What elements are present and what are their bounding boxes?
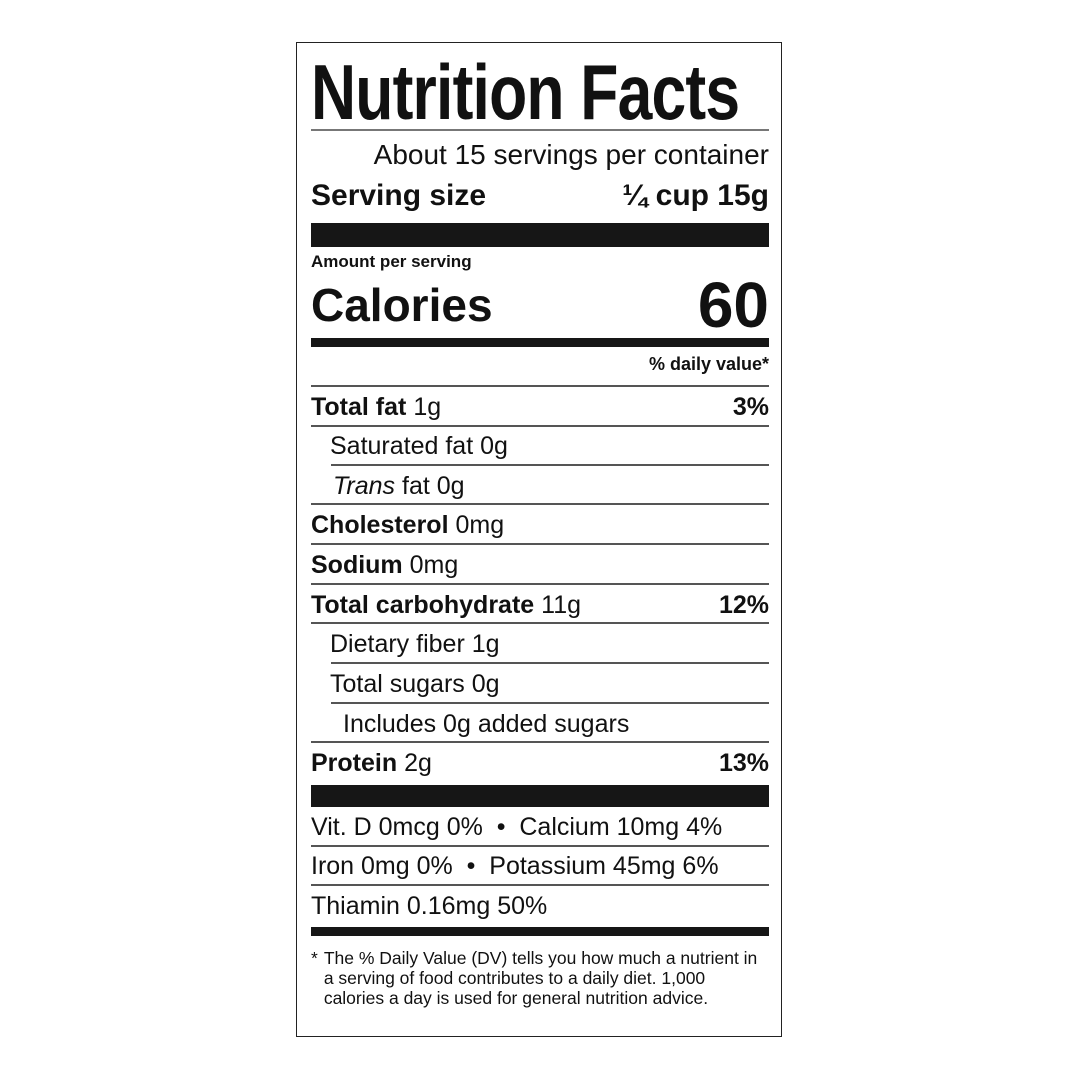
calories-row: Calories 60 — [311, 269, 769, 341]
nutrient-row-total-sugars: Total sugars 0g — [311, 664, 769, 704]
nutrient-row-cholesterol: Cholesterol 0mg — [311, 505, 769, 545]
footnote: * The % Daily Value (DV) tells you how m… — [311, 948, 769, 1008]
nutrition-facts-label: Nutrition Facts About 15 servings per co… — [296, 42, 782, 1037]
divider — [331, 702, 769, 704]
nutrient-amount: 0g — [436, 471, 465, 500]
micronutrient-row: Vit. D 0mcg 0% • Calcium 10mg 4% — [311, 812, 723, 841]
nutrient-name: Total sugars — [330, 669, 465, 698]
amount-per-serving: Amount per serving — [311, 252, 472, 271]
footnote-asterisk: * — [311, 948, 318, 968]
footnote-text: The % Daily Value (DV) tells you how muc… — [323, 948, 758, 1008]
nutrient-name: Total fat — [311, 392, 407, 421]
nutrient-name: Cholesterol — [311, 510, 449, 539]
thick-divider — [311, 223, 769, 247]
nutrient-dv: 12% — [718, 590, 769, 619]
nutrient-amount: 0mg — [409, 550, 459, 579]
micronutrient-row: Thiamin 0.16mg 50% — [311, 891, 548, 920]
divider — [311, 583, 769, 585]
calories-value: 60 — [697, 269, 769, 341]
divider — [311, 884, 769, 886]
nutrient-row-total-fat: Total fat 1g 3% — [311, 387, 769, 427]
nutrient-amount: 11g — [541, 590, 582, 619]
nutrient-amount: 1g — [413, 392, 442, 421]
calories-label: Calories — [311, 279, 493, 331]
thick-divider — [311, 785, 769, 807]
nutrient-dv: 13% — [718, 748, 769, 777]
serving-size-label: Serving size — [311, 179, 487, 212]
divider — [311, 741, 769, 743]
nutrient-row-sodium: Sodium 0mg — [311, 545, 769, 585]
divider — [311, 622, 769, 624]
nutrient-dv: 3% — [732, 392, 769, 421]
nutrient-row-dietary-fiber: Dietary fiber 1g — [311, 624, 769, 664]
divider — [311, 845, 769, 847]
divider — [311, 385, 769, 387]
nutrient-name: Trans — [333, 471, 396, 500]
divider — [331, 662, 769, 664]
nutrient-row-saturated-fat: Saturated fat 0g — [311, 426, 769, 466]
medium-divider — [311, 927, 769, 936]
nutrient-amount: 0g — [471, 669, 500, 698]
nutrient-row-trans-fat: Trans fat 0g — [311, 466, 769, 506]
nutrient-amount: 2g — [404, 748, 432, 777]
medium-divider — [311, 338, 769, 347]
nutrient-name-suffix: fat — [402, 471, 430, 500]
divider — [311, 543, 769, 545]
serving-size-value: ¼ cup 15g — [622, 179, 769, 212]
label-title: Nutrition Facts — [311, 48, 740, 136]
nutrient-row-added-sugars: Includes 0g added sugars — [311, 704, 769, 744]
nutrient-name: Protein — [311, 748, 398, 777]
nutrient-name: Dietary fiber — [330, 629, 465, 658]
nutrient-amount: 1g — [471, 629, 500, 658]
nutrient-row-protein: Protein 2g 13% — [311, 743, 769, 783]
nutrient-name: Saturated fat — [330, 431, 474, 460]
nutrient-row-total-carbohydrate: Total carbohydrate 11g 12% — [311, 585, 769, 625]
divider — [311, 425, 769, 427]
daily-value-header: % daily value* — [648, 354, 769, 374]
serving-size-row: Serving size ¼ cup 15g — [311, 176, 769, 216]
nutrient-name: Includes 0g added sugars — [343, 709, 630, 738]
micronutrient-row: Iron 0mg 0% • Potassium 45mg 6% — [311, 851, 719, 880]
divider — [311, 503, 769, 505]
nutrient-name: Sodium — [311, 550, 403, 579]
divider — [311, 129, 769, 131]
nutrient-amount: 0mg — [455, 510, 505, 539]
nutrient-name: Total carbohydrate — [311, 590, 535, 619]
nutrient-amount: 0g — [480, 431, 508, 460]
servings-per-container: About 15 servings per container — [373, 139, 769, 170]
divider — [331, 464, 769, 466]
